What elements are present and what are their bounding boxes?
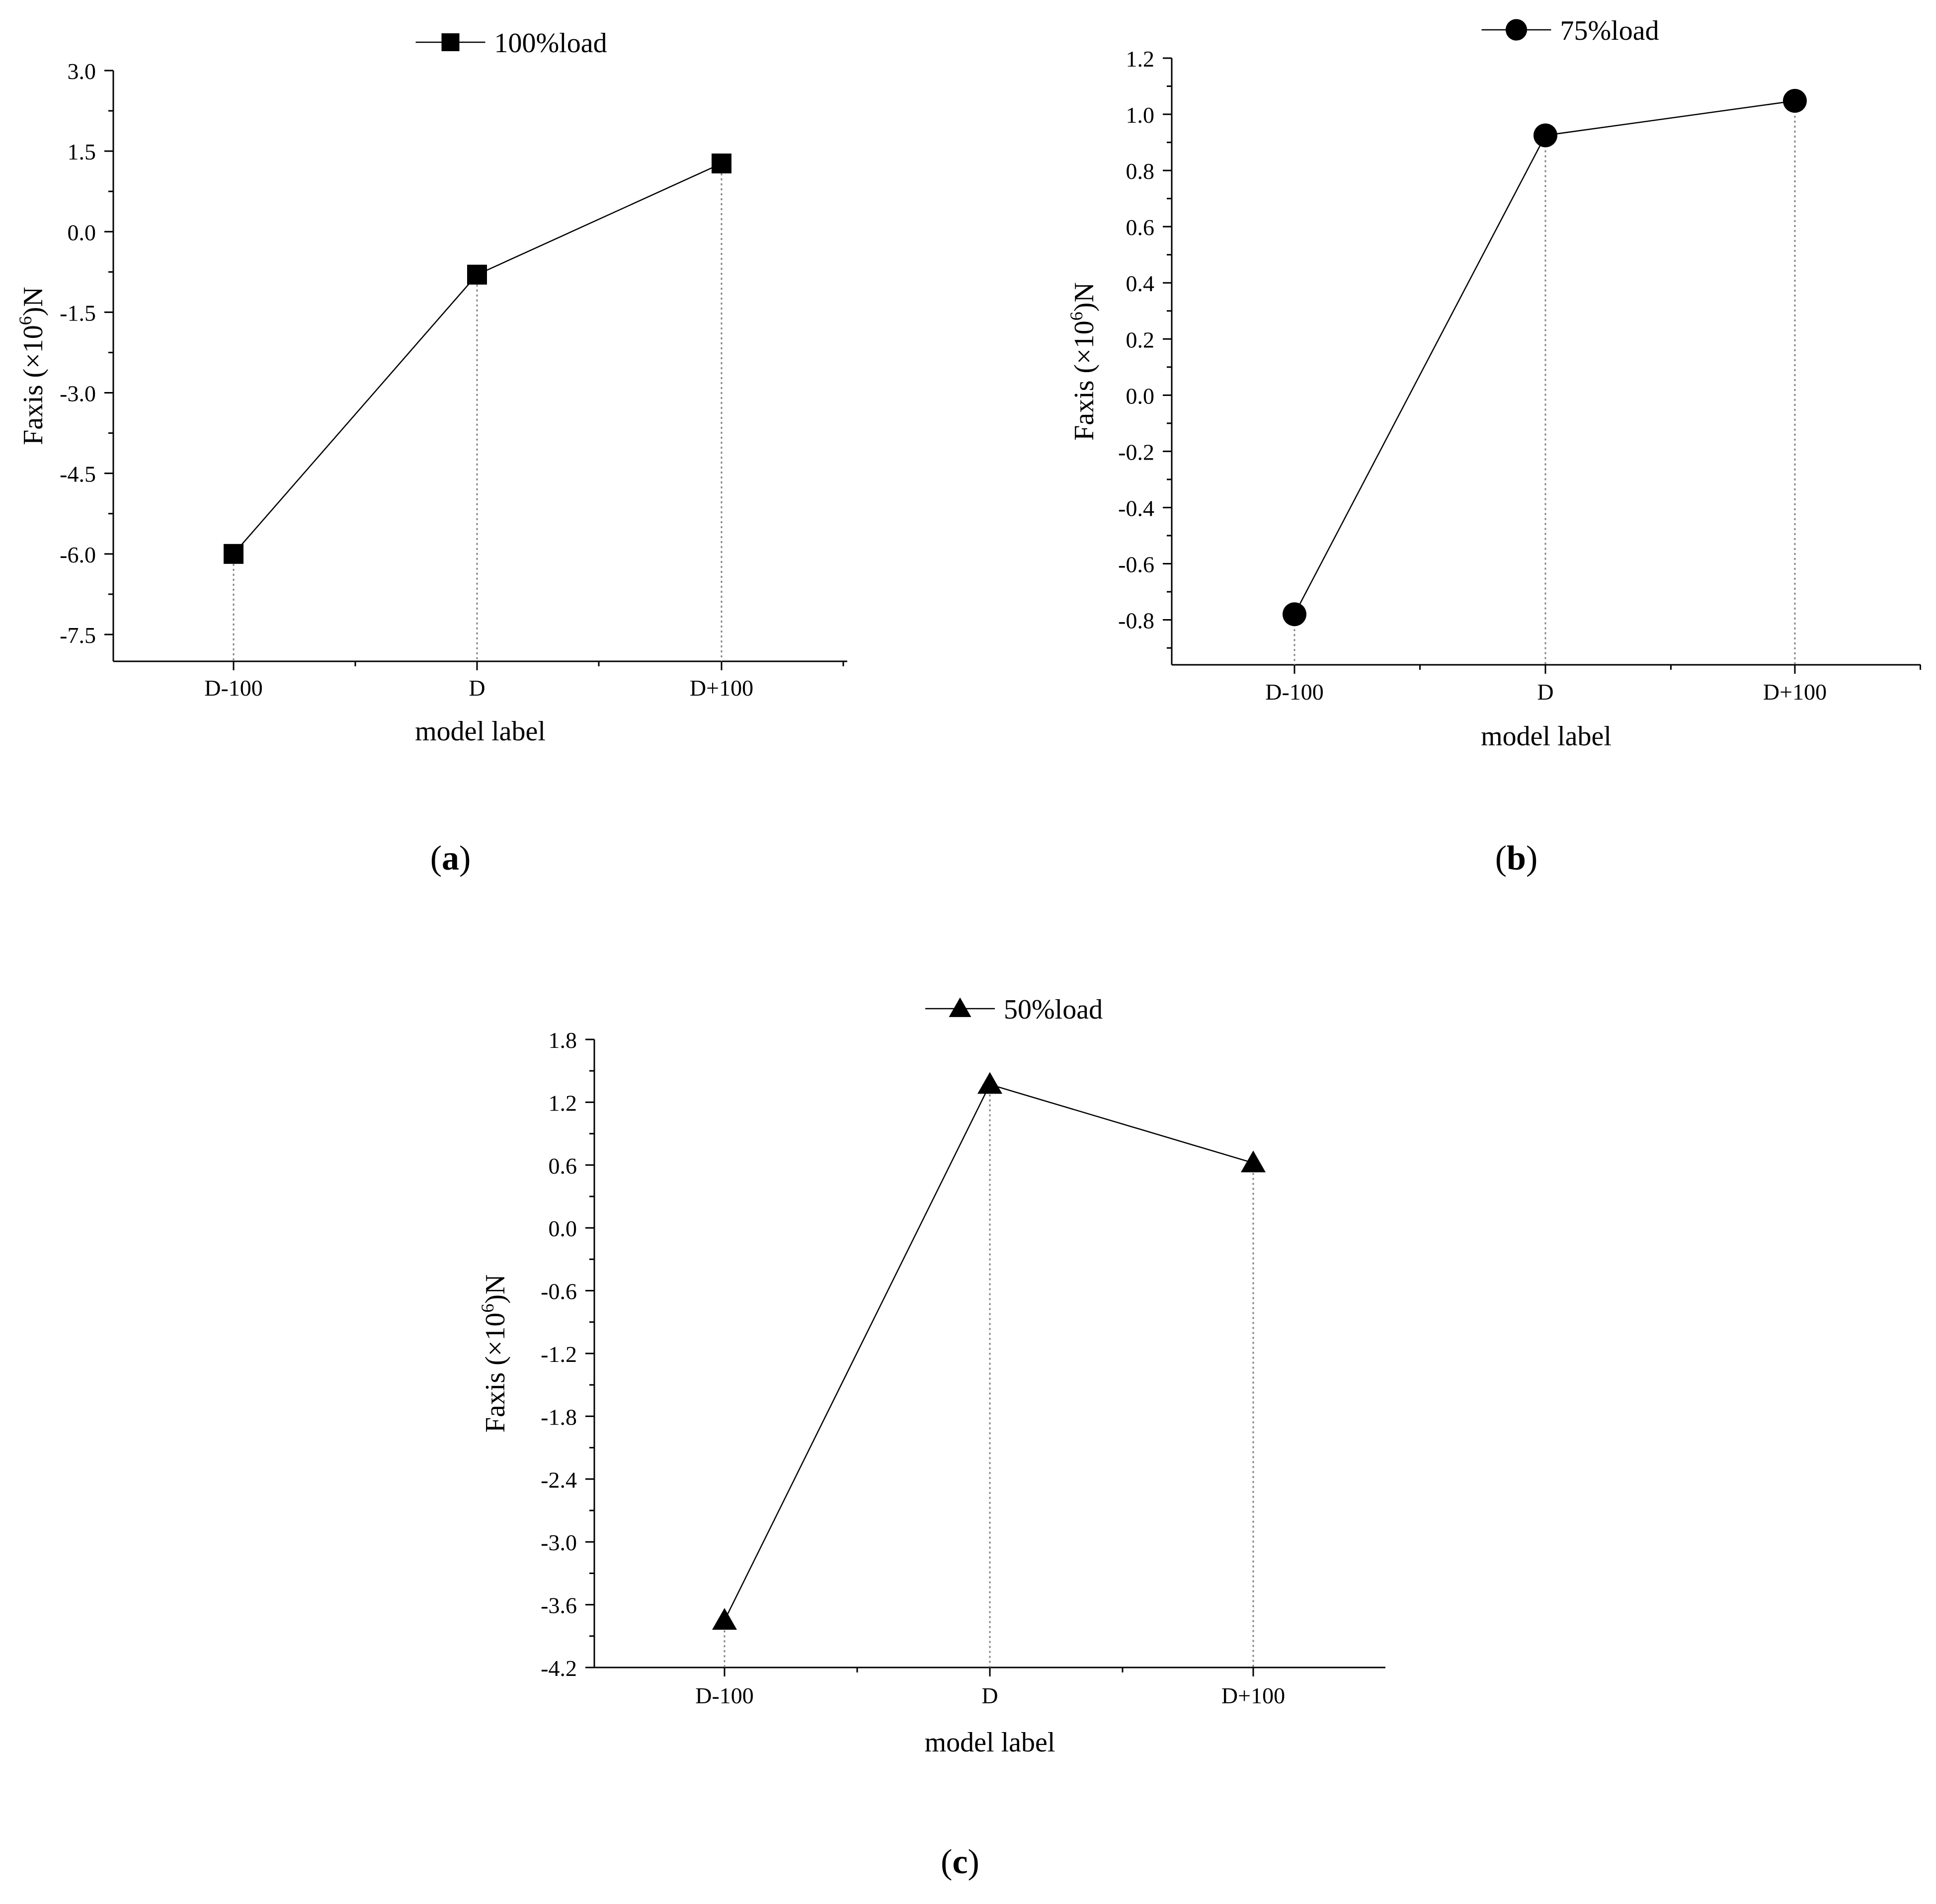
data-point xyxy=(224,544,243,564)
y-tick-label: -3.0 xyxy=(541,1530,577,1555)
series-line xyxy=(233,162,722,555)
y-tick-label: 0.8 xyxy=(1126,159,1155,184)
chart-panel-a: 3.0 1.5 0.0 -1.5 -3.0 -4.5 -6.0 -7.5 D-100 D D+100… xyxy=(15,28,847,877)
y-tick-label: 1.2 xyxy=(1126,46,1155,72)
y-tick-label: -6.0 xyxy=(60,542,96,567)
x-tick-label: D xyxy=(981,1683,998,1708)
y-tick-label: 3.0 xyxy=(68,59,96,84)
x-tick-label: D-100 xyxy=(1265,679,1324,705)
x-axis-title: model label xyxy=(415,716,546,747)
y-tick-label: -1.8 xyxy=(541,1404,577,1429)
x-tick-label: D+100 xyxy=(1763,679,1827,705)
panel-label: (b) xyxy=(1495,839,1538,877)
y-tick-label: -0.6 xyxy=(541,1279,577,1304)
legend-marker xyxy=(949,997,971,1017)
data-point xyxy=(1533,123,1557,148)
panel-label: (a) xyxy=(430,839,471,877)
y-tick-label: 1.5 xyxy=(68,139,96,164)
y-tick-label: 0.0 xyxy=(549,1216,577,1241)
y-tick-label: -2.4 xyxy=(541,1467,577,1493)
data-point xyxy=(1283,602,1306,627)
x-axis-title: model label xyxy=(925,1727,1055,1758)
legend-label: 100%load xyxy=(494,28,607,59)
legend: 50%load xyxy=(925,994,1103,1025)
y-tick-label: -4.2 xyxy=(541,1656,577,1681)
x-tick-label: D-100 xyxy=(204,675,263,701)
x-tick-label: D-100 xyxy=(695,1683,754,1708)
legend-label: 50%load xyxy=(1004,994,1103,1025)
x-axis-title: model label xyxy=(1481,721,1612,752)
panel-label: (c) xyxy=(941,1843,979,1881)
y-tick-label: -3.6 xyxy=(541,1593,577,1618)
y-axis-title: Faxis (×106)N xyxy=(15,287,49,445)
legend-marker xyxy=(441,33,460,51)
y-tick-label: 1.2 xyxy=(549,1090,577,1115)
data-point xyxy=(467,264,487,285)
y-tick-label: 0.4 xyxy=(1126,271,1155,296)
legend-label: 75%load xyxy=(1560,15,1659,46)
data-point xyxy=(1241,1150,1266,1173)
y-tick-label: -0.2 xyxy=(1118,439,1154,465)
y-tick-label: -3.0 xyxy=(60,381,96,406)
y-tick-label: 0.0 xyxy=(68,220,96,245)
x-tick-label: D xyxy=(469,675,485,701)
x-tick-label: D+100 xyxy=(690,675,753,701)
data-point xyxy=(1783,88,1807,113)
x-tick-label: D+100 xyxy=(1221,1683,1285,1708)
y-axis-title: Faxis (×106)N xyxy=(478,1274,511,1433)
y-tick-label: 1.0 xyxy=(1126,102,1155,128)
chart-panel-c: 1.8 1.2 0.6 0.0 -0.6 -1.2 -1.8 -2.4 -3.0 -3.6 -4.2… xyxy=(478,994,1385,1881)
legend-marker xyxy=(1505,19,1528,41)
y-tick-label: 0.6 xyxy=(549,1153,577,1179)
chart-panel-b: 1.2 1.0 0.8 0.6 0.4 0.2 0.0 -0.2 -0.4 -0.6 -0.8 D-1… xyxy=(1066,15,1921,877)
series-line xyxy=(1293,100,1795,615)
x-tick-label: D xyxy=(1537,679,1553,705)
data-point xyxy=(712,1608,737,1630)
y-tick-label: -0.4 xyxy=(1118,495,1154,521)
y-tick-label: 0.2 xyxy=(1126,327,1155,352)
legend: 100%load xyxy=(415,28,607,59)
series-line xyxy=(724,1084,1254,1621)
y-axis-title: Faxis (×106)N xyxy=(1066,282,1100,441)
data-point xyxy=(977,1072,1002,1094)
y-tick-label: 1.8 xyxy=(549,1028,577,1053)
y-tick-label: -4.5 xyxy=(60,462,96,487)
y-tick-label: 0.6 xyxy=(1126,215,1155,240)
y-tick-label: 0.0 xyxy=(1126,383,1155,408)
y-tick-label: -1.5 xyxy=(60,300,96,325)
y-tick-label: -1.2 xyxy=(541,1342,577,1367)
legend: 75%load xyxy=(1481,15,1659,46)
data-point xyxy=(712,153,731,173)
y-tick-label: -0.8 xyxy=(1118,608,1154,634)
y-tick-label: -0.6 xyxy=(1118,552,1154,577)
y-tick-label: -7.5 xyxy=(60,623,96,648)
